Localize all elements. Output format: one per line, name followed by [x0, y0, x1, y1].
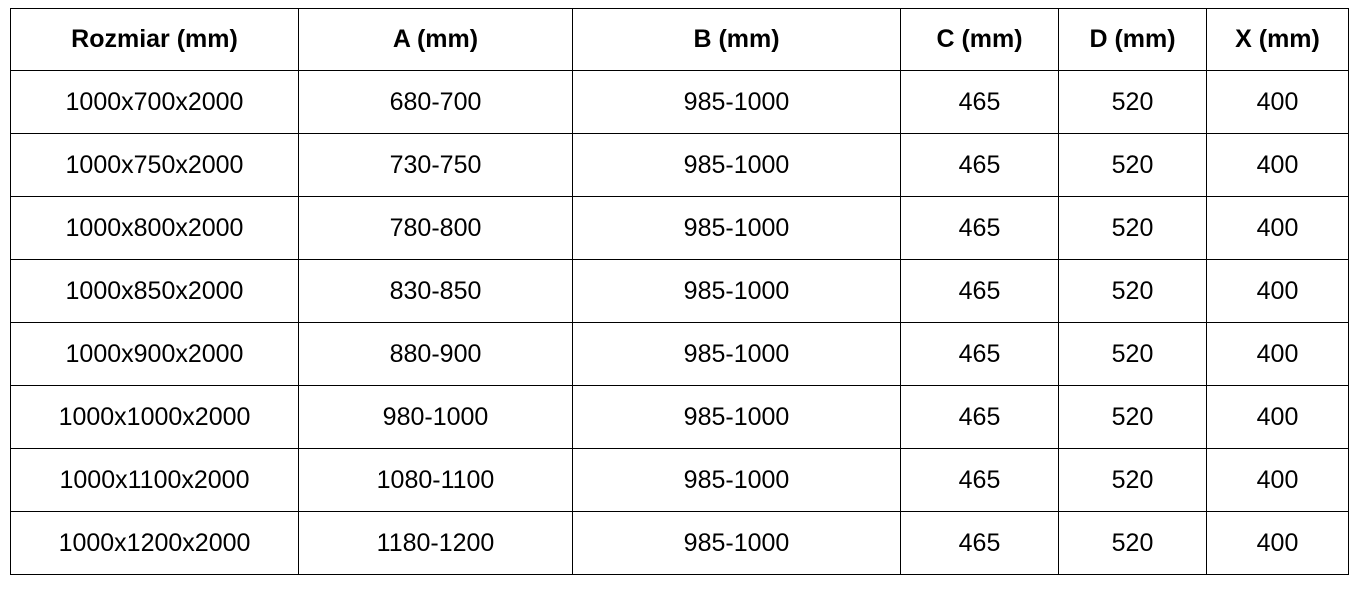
dimensions-table: Rozmiar (mm) A (mm) B (mm) C (mm) D (mm) X (m… — [10, 8, 1349, 575]
table-cell: 985-1000 — [572, 448, 901, 512]
table-cell: 465 — [900, 448, 1059, 512]
table-row: 1000x700x2000 680-700 985-1000 465 520 400 — [10, 70, 1349, 134]
table-cell: 880-900 — [298, 322, 573, 386]
table-cell: 520 — [1058, 259, 1207, 323]
table-cell: 985-1000 — [572, 259, 901, 323]
table-cell: 1000x800x2000 — [10, 196, 299, 260]
table-cell: 1000x1100x2000 — [10, 448, 299, 512]
table-cell: 465 — [900, 70, 1059, 134]
table-cell: 400 — [1206, 448, 1349, 512]
table-cell: 1000x1000x2000 — [10, 385, 299, 449]
table-cell: 400 — [1206, 196, 1349, 260]
table-cell: 680-700 — [298, 70, 573, 134]
table-cell: 730-750 — [298, 133, 573, 197]
table-cell: 1180-1200 — [298, 511, 573, 575]
table-row: 1000x1000x2000 980-1000 985-1000 465 520 400 — [10, 385, 1349, 449]
table-cell: 985-1000 — [572, 196, 901, 260]
table-row: 1000x1100x2000 1080-1100 985-1000 465 520 400 — [10, 448, 1349, 512]
table-cell: 1080-1100 — [298, 448, 573, 512]
table-cell: 980-1000 — [298, 385, 573, 449]
table-cell: 400 — [1206, 511, 1349, 575]
table-cell: 400 — [1206, 385, 1349, 449]
table-cell: 465 — [900, 385, 1059, 449]
table-row: 1000x750x2000 730-750 985-1000 465 520 400 — [10, 133, 1349, 197]
table-cell: 520 — [1058, 511, 1207, 575]
column-header: C (mm) — [900, 8, 1059, 71]
table-cell: 1000x900x2000 — [10, 322, 299, 386]
table-row: 1000x800x2000 780-800 985-1000 465 520 400 — [10, 196, 1349, 260]
table-row: 1000x900x2000 880-900 985-1000 465 520 400 — [10, 322, 1349, 386]
table-cell: 400 — [1206, 70, 1349, 134]
table-row: 1000x850x2000 830-850 985-1000 465 520 400 — [10, 259, 1349, 323]
column-header: D (mm) — [1058, 8, 1207, 71]
table-cell: 985-1000 — [572, 385, 901, 449]
table-cell: 1000x700x2000 — [10, 70, 299, 134]
table-cell: 985-1000 — [572, 70, 901, 134]
table-cell: 400 — [1206, 259, 1349, 323]
column-header: A (mm) — [298, 8, 573, 71]
table-cell: 465 — [900, 259, 1059, 323]
table-cell: 780-800 — [298, 196, 573, 260]
column-header: B (mm) — [572, 8, 901, 71]
table-cell: 400 — [1206, 322, 1349, 386]
table-cell: 1000x850x2000 — [10, 259, 299, 323]
table-cell: 520 — [1058, 70, 1207, 134]
table-cell: 520 — [1058, 133, 1207, 197]
table-cell: 465 — [900, 196, 1059, 260]
table-cell: 985-1000 — [572, 322, 901, 386]
table-cell: 520 — [1058, 448, 1207, 512]
table-row: 1000x1200x2000 1180-1200 985-1000 465 520 400 — [10, 511, 1349, 575]
table-cell: 985-1000 — [572, 133, 901, 197]
table-cell: 985-1000 — [572, 511, 901, 575]
table-cell: 465 — [900, 133, 1059, 197]
header-row: Rozmiar (mm) A (mm) B (mm) C (mm) D (mm) X (m… — [10, 8, 1349, 71]
table-cell: 520 — [1058, 385, 1207, 449]
table-cell: 465 — [900, 511, 1059, 575]
table-cell: 1000x750x2000 — [10, 133, 299, 197]
table-cell: 520 — [1058, 322, 1207, 386]
table-cell: 465 — [900, 322, 1059, 386]
table-cell: 1000x1200x2000 — [10, 511, 299, 575]
table-cell: 830-850 — [298, 259, 573, 323]
table-cell: 520 — [1058, 196, 1207, 260]
column-header: X (mm) — [1206, 8, 1349, 71]
column-header: Rozmiar (mm) — [10, 8, 299, 71]
table-cell: 400 — [1206, 133, 1349, 197]
